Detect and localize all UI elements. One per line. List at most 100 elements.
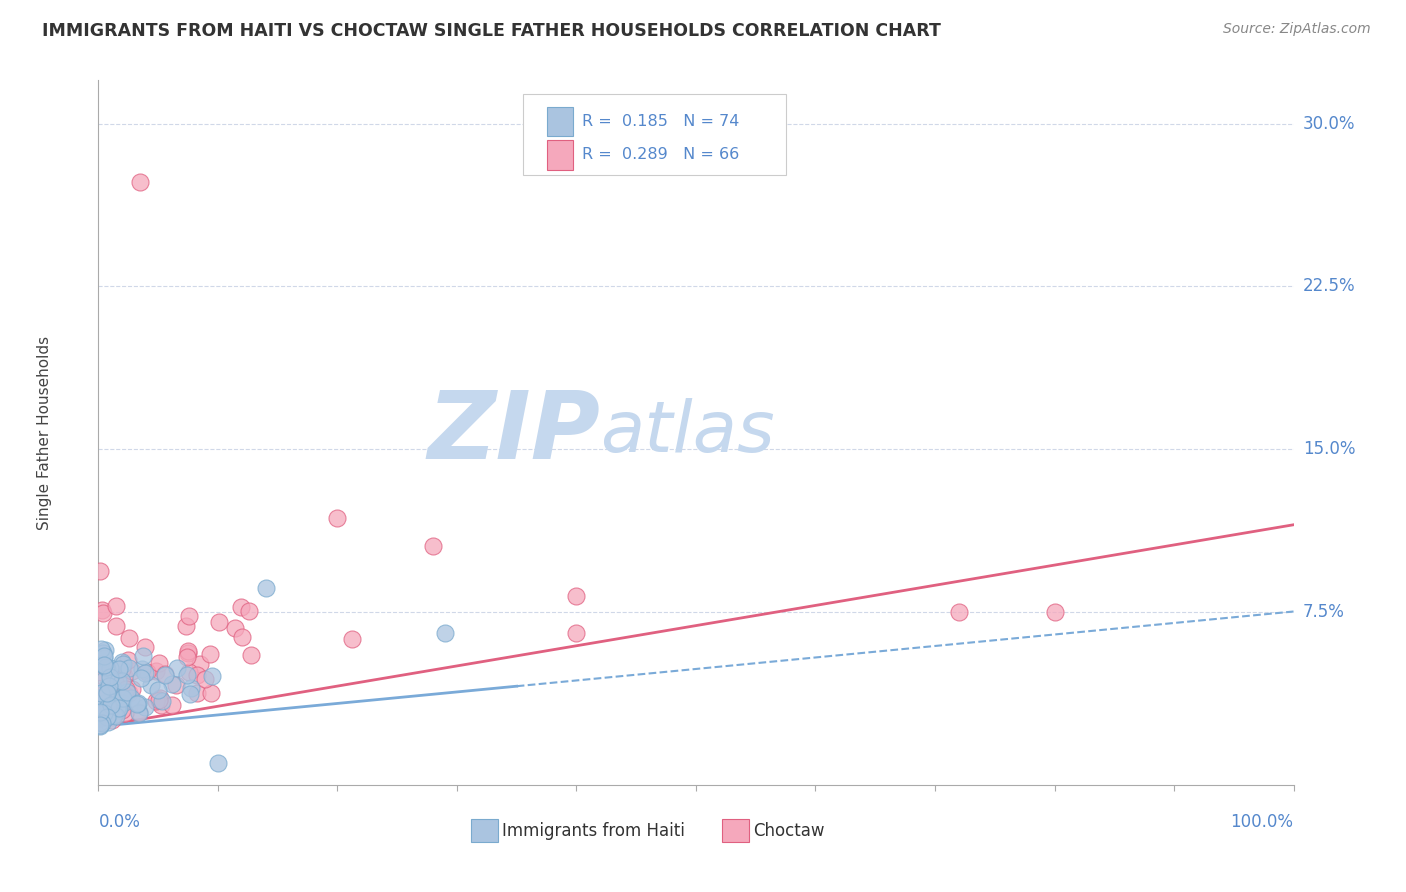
Choctaw	[118, 632, 141, 646]
Immigrants from Haiti	[89, 718, 111, 732]
Choctaw	[174, 619, 197, 633]
Text: R =  0.289   N = 66: R = 0.289 N = 66	[582, 147, 740, 162]
Immigrants from Haiti	[93, 643, 115, 657]
Immigrants from Haiti	[89, 718, 111, 732]
Choctaw	[224, 621, 246, 635]
Immigrants from Haiti	[89, 705, 111, 719]
Choctaw	[104, 618, 127, 632]
Choctaw	[89, 564, 111, 578]
Choctaw	[121, 682, 143, 697]
Choctaw	[101, 713, 124, 727]
Choctaw	[111, 703, 134, 717]
Choctaw	[89, 665, 111, 679]
Immigrants from Haiti	[97, 679, 120, 693]
Choctaw	[121, 664, 143, 678]
Immigrants from Haiti	[96, 686, 118, 700]
Immigrants from Haiti	[127, 697, 149, 711]
Immigrants from Haiti	[96, 710, 118, 724]
Immigrants from Haiti	[93, 651, 115, 665]
Choctaw	[101, 696, 124, 710]
Choctaw	[190, 657, 212, 672]
Immigrants from Haiti	[93, 706, 115, 720]
Immigrants from Haiti	[89, 701, 111, 715]
Text: 22.5%: 22.5%	[1303, 277, 1355, 295]
Immigrants from Haiti	[112, 657, 135, 671]
Immigrants from Haiti	[93, 696, 115, 710]
Immigrants from Haiti	[89, 657, 111, 672]
Choctaw	[176, 650, 198, 665]
Choctaw	[91, 606, 114, 620]
Choctaw	[145, 664, 167, 678]
Immigrants from Haiti	[129, 671, 152, 685]
Choctaw	[565, 626, 588, 640]
Choctaw	[160, 698, 183, 712]
Choctaw	[114, 706, 136, 720]
Immigrants from Haiti	[134, 666, 156, 681]
Immigrants from Haiti	[107, 700, 129, 714]
Immigrants from Haiti	[141, 678, 163, 692]
Immigrants from Haiti	[108, 662, 131, 676]
Immigrants from Haiti	[111, 696, 134, 710]
Choctaw	[186, 685, 208, 699]
Immigrants from Haiti	[111, 655, 134, 669]
Choctaw	[101, 704, 124, 718]
Choctaw	[422, 540, 444, 554]
Immigrants from Haiti	[98, 670, 121, 684]
FancyBboxPatch shape	[723, 820, 748, 842]
Choctaw	[231, 630, 253, 644]
Immigrants from Haiti	[107, 673, 129, 688]
Choctaw	[177, 608, 200, 623]
Immigrants from Haiti	[105, 708, 128, 723]
Immigrants from Haiti	[93, 658, 115, 673]
Immigrants from Haiti	[100, 698, 122, 712]
Choctaw	[948, 605, 970, 619]
Choctaw	[149, 690, 172, 705]
Choctaw	[108, 688, 131, 702]
Choctaw	[129, 175, 152, 189]
FancyBboxPatch shape	[523, 95, 786, 176]
Immigrants from Haiti	[254, 581, 277, 595]
Choctaw	[177, 665, 200, 680]
Choctaw	[340, 632, 363, 646]
Text: 15.0%: 15.0%	[1303, 440, 1355, 458]
Choctaw	[148, 693, 170, 707]
Choctaw	[148, 657, 170, 671]
Immigrants from Haiti	[91, 715, 114, 730]
Immigrants from Haiti	[115, 685, 138, 699]
Choctaw	[115, 682, 138, 697]
Immigrants from Haiti	[107, 703, 129, 717]
Immigrants from Haiti	[97, 699, 120, 714]
Text: Single Father Households: Single Father Households	[37, 335, 52, 530]
Immigrants from Haiti	[111, 673, 134, 688]
Immigrants from Haiti	[176, 668, 198, 682]
Text: Choctaw: Choctaw	[754, 822, 825, 839]
Text: 30.0%: 30.0%	[1303, 115, 1355, 133]
Text: ZIP: ZIP	[427, 386, 600, 479]
Immigrants from Haiti	[132, 648, 155, 663]
Immigrants from Haiti	[201, 669, 224, 683]
Immigrants from Haiti	[180, 681, 202, 696]
Choctaw	[565, 590, 588, 604]
Text: Source: ZipAtlas.com: Source: ZipAtlas.com	[1223, 22, 1371, 37]
Choctaw	[150, 698, 173, 713]
Text: Immigrants from Haiti: Immigrants from Haiti	[502, 822, 685, 839]
Choctaw	[136, 665, 159, 679]
Choctaw	[239, 648, 262, 662]
Immigrants from Haiti	[97, 709, 120, 723]
Text: atlas: atlas	[600, 398, 775, 467]
Immigrants from Haiti	[118, 661, 141, 675]
Choctaw	[112, 671, 135, 685]
Choctaw	[104, 675, 127, 690]
Immigrants from Haiti	[96, 714, 118, 729]
Immigrants from Haiti	[103, 708, 125, 723]
Choctaw	[177, 646, 200, 660]
Immigrants from Haiti	[93, 649, 115, 664]
Immigrants from Haiti	[150, 694, 173, 708]
Choctaw	[89, 684, 111, 698]
Text: 0.0%: 0.0%	[98, 814, 141, 831]
Choctaw	[117, 652, 139, 666]
Immigrants from Haiti	[90, 686, 112, 700]
Immigrants from Haiti	[89, 714, 111, 729]
Immigrants from Haiti	[91, 709, 114, 723]
Immigrants from Haiti	[166, 661, 188, 675]
